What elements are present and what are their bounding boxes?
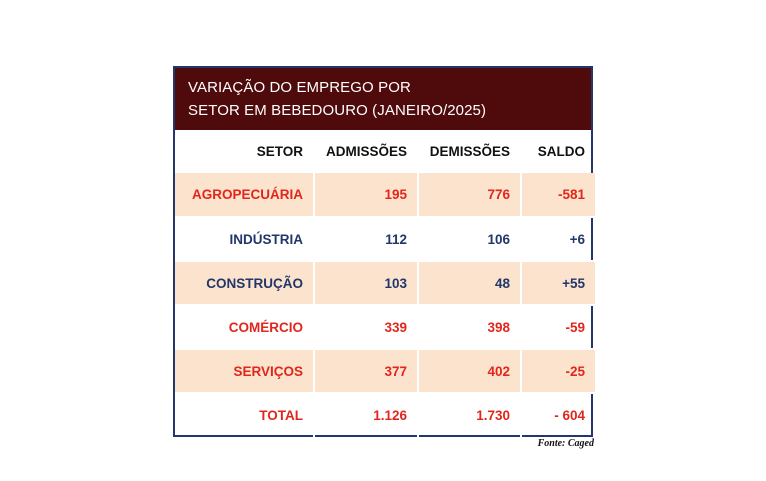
cell-setor: SERVIÇOS bbox=[175, 349, 314, 394]
cell-saldo: -25 bbox=[520, 349, 595, 394]
source-note: Fonte: Caged bbox=[537, 438, 594, 449]
column-header-admissoes: ADMISSÕES bbox=[313, 130, 418, 173]
table-row: CONSTRUÇÃO 103 48 +55 bbox=[175, 261, 595, 306]
cell-demissoes: 48 bbox=[417, 261, 521, 306]
table-title-bar: VARIAÇÃO DO EMPREGO POR SETOR EM BEBEDOU… bbox=[175, 68, 591, 130]
cell-saldo: +55 bbox=[520, 261, 595, 306]
cell-saldo: -581 bbox=[520, 173, 595, 218]
cell-demissoes: 398 bbox=[417, 305, 521, 350]
table-header-row: SETOR ADMISSÕES DEMISSÕES SALDO bbox=[175, 130, 595, 173]
table-row: INDÚSTRIA 112 106 +6 bbox=[175, 217, 595, 262]
cell-setor: COMÉRCIO bbox=[175, 305, 314, 350]
cell-saldo: +6 bbox=[520, 217, 595, 262]
total-admissoes: 1.126 bbox=[313, 393, 418, 437]
column-header-setor: SETOR bbox=[256, 144, 303, 159]
table-row: AGROPECUÁRIA 195 776 -581 bbox=[175, 173, 595, 218]
table-row: SERVIÇOS 377 402 -25 bbox=[175, 349, 595, 394]
employment-table: SETOR ADMISSÕES DEMISSÕES SALDO AGROPECU… bbox=[175, 130, 595, 437]
table-total-row: TOTAL 1.126 1.730 - 604 bbox=[175, 393, 595, 437]
cell-setor: INDÚSTRIA bbox=[175, 217, 314, 262]
cell-admissoes: 339 bbox=[313, 305, 418, 350]
table-title-line-1: VARIAÇÃO DO EMPREGO POR bbox=[188, 79, 411, 96]
table-row: COMÉRCIO 339 398 -59 bbox=[175, 305, 595, 350]
table-title-line-2: SETOR EM BEBEDOURO (JANEIRO/2025) bbox=[188, 102, 487, 119]
cell-demissoes: 402 bbox=[417, 349, 521, 394]
total-demissoes: 1.730 bbox=[417, 393, 521, 437]
cell-admissoes: 195 bbox=[313, 173, 418, 218]
cell-admissoes: 377 bbox=[313, 349, 418, 394]
employment-table-card: VARIAÇÃO DO EMPREGO POR SETOR EM BEBEDOU… bbox=[173, 66, 595, 437]
cell-demissoes: 106 bbox=[417, 217, 521, 262]
column-header-demissoes: DEMISSÕES bbox=[417, 130, 521, 173]
total-label: TOTAL bbox=[259, 408, 303, 423]
cell-setor: AGROPECUÁRIA bbox=[175, 173, 314, 218]
cell-saldo: -59 bbox=[520, 305, 595, 350]
cell-demissoes: 776 bbox=[417, 173, 521, 218]
cell-setor: CONSTRUÇÃO bbox=[175, 261, 314, 306]
column-header-saldo: SALDO bbox=[520, 130, 595, 173]
cell-admissoes: 112 bbox=[313, 217, 418, 262]
total-saldo: - 604 bbox=[520, 393, 595, 437]
cell-admissoes: 103 bbox=[313, 261, 418, 306]
